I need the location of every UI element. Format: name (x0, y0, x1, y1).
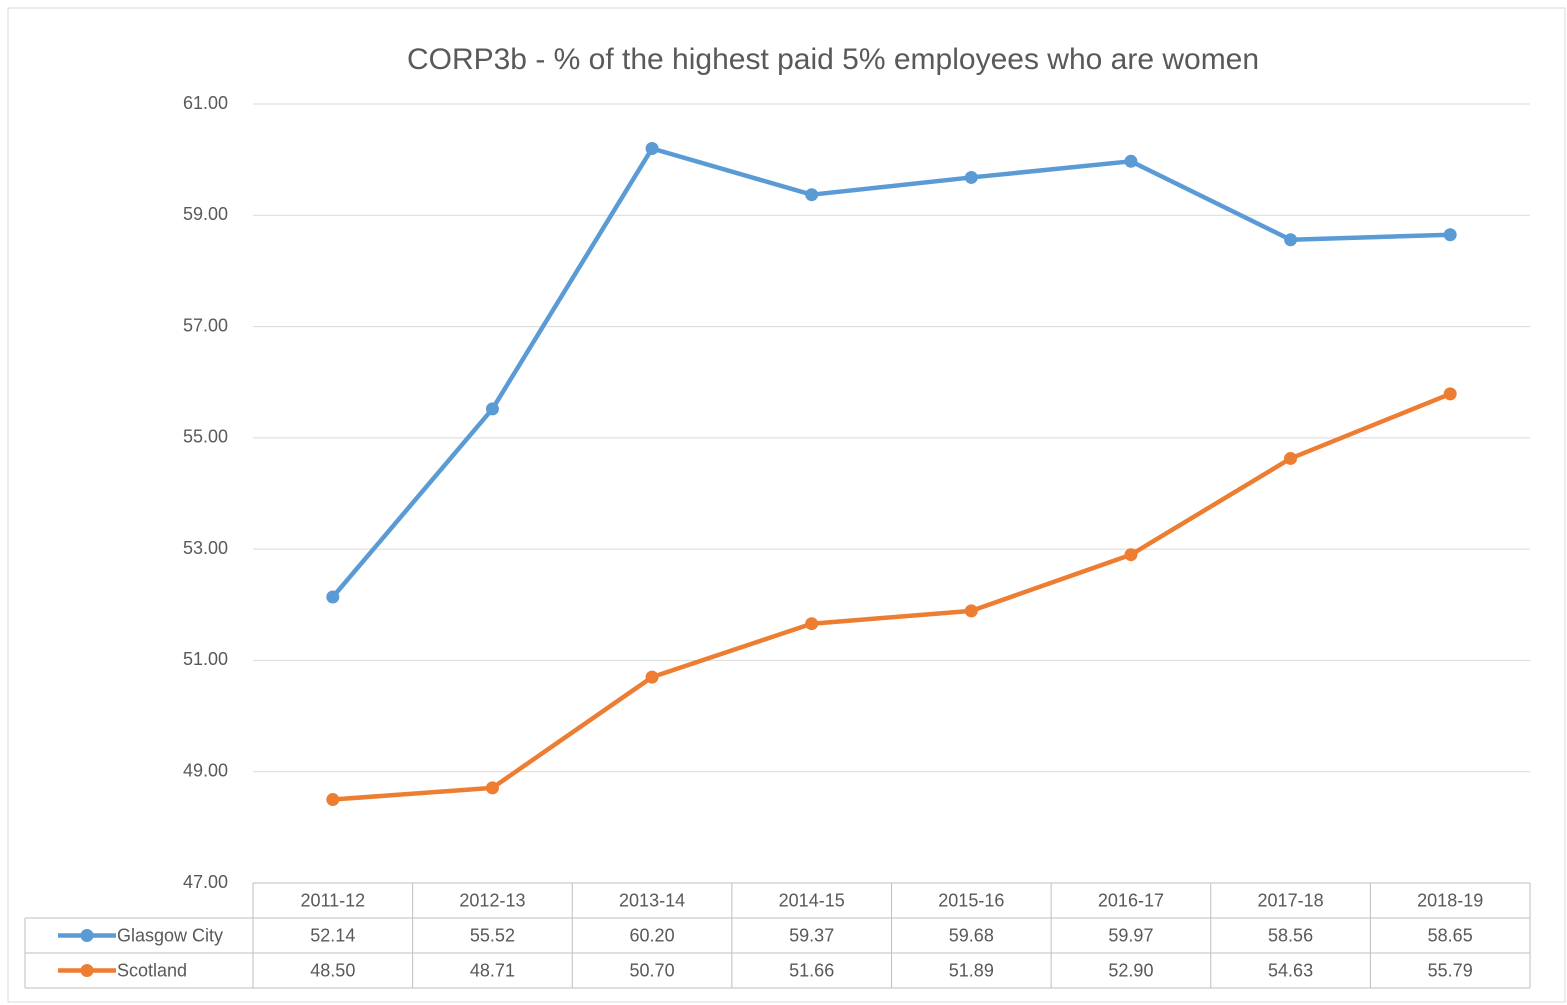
data-point (805, 188, 819, 202)
x-tick-label: 2018-19 (1417, 890, 1483, 910)
x-tick-label: 2012-13 (459, 890, 525, 910)
chart-frame (7, 7, 1566, 1003)
table-value: 48.50 (310, 960, 355, 980)
x-tick-label: 2013-14 (619, 890, 685, 910)
table-value: 59.97 (1108, 925, 1153, 945)
data-point (1124, 154, 1138, 168)
table-value: 55.52 (470, 925, 515, 945)
series-line (332, 391, 1452, 802)
table-value: 54.63 (1268, 960, 1313, 980)
table-value: 52.90 (1108, 960, 1153, 980)
data-point (964, 604, 978, 618)
table-value: 52.14 (310, 925, 355, 945)
table-value: 59.68 (949, 925, 994, 945)
x-tick-label: 2011-12 (300, 890, 365, 910)
y-tick-label: 47.00 (183, 872, 228, 892)
chart-title: CORP3b - % of the highest paid 5% employ… (407, 43, 1259, 76)
data-point (1284, 233, 1298, 247)
table-value: 51.66 (789, 960, 834, 980)
data-point (485, 781, 499, 795)
table-value: 58.56 (1268, 925, 1313, 945)
y-tick-label: 53.00 (183, 538, 228, 558)
data-point (805, 617, 819, 631)
data-point (1443, 387, 1457, 401)
table-value: 59.37 (789, 925, 834, 945)
legend-key-marker (80, 929, 94, 942)
data-point (1443, 228, 1457, 242)
table-value: 48.71 (470, 960, 515, 980)
data-point (485, 402, 499, 416)
x-tick-label: 2015-16 (938, 890, 1004, 910)
y-tick-label: 55.00 (183, 427, 228, 447)
legend-label: Glasgow City (117, 925, 223, 945)
data-point (1124, 548, 1138, 562)
x-tick-label: 2014-15 (779, 890, 845, 910)
table-value: 55.79 (1428, 960, 1473, 980)
table-value: 60.20 (630, 925, 675, 945)
data-point (645, 142, 659, 156)
series-line (331, 146, 1451, 599)
y-tick-label: 51.00 (183, 649, 228, 669)
y-tick-label: 61.00 (183, 93, 228, 113)
y-tick-label: 49.00 (183, 760, 228, 780)
table-value: 51.89 (949, 960, 994, 980)
data-point (326, 793, 340, 807)
x-tick-label: 2016-17 (1098, 890, 1164, 910)
table-value: 58.65 (1428, 925, 1473, 945)
y-tick-label: 59.00 (183, 204, 228, 224)
legend-label: Scotland (117, 960, 187, 980)
data-point (326, 590, 340, 604)
legend-key-marker (80, 964, 94, 977)
data-point (1284, 451, 1298, 465)
table-value: 50.70 (630, 960, 675, 980)
data-point (645, 670, 659, 684)
y-tick-label: 57.00 (183, 315, 228, 335)
data-point (964, 170, 978, 184)
x-tick-label: 2017-18 (1258, 890, 1324, 910)
